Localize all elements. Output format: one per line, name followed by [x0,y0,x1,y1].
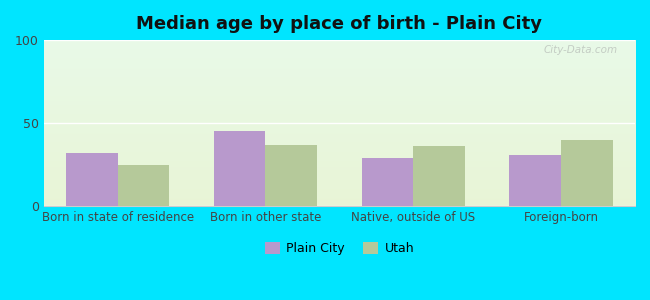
Bar [66,153,118,206]
Legend: Plain City, Utah: Plain City, Utah [265,242,414,255]
Bar [265,145,317,206]
Bar [561,140,613,206]
Bar [413,146,465,206]
Title: Median age by place of birth - Plain City: Median age by place of birth - Plain Cit… [136,15,542,33]
Bar [510,155,561,206]
Bar [214,131,265,206]
Text: City-Data.com: City-Data.com [543,45,618,55]
Bar [118,165,170,206]
Bar [361,158,413,206]
